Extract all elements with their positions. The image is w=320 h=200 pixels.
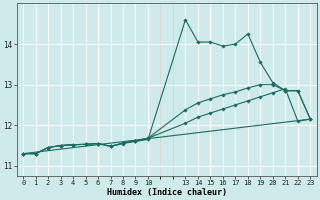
X-axis label: Humidex (Indice chaleur): Humidex (Indice chaleur): [107, 188, 227, 197]
